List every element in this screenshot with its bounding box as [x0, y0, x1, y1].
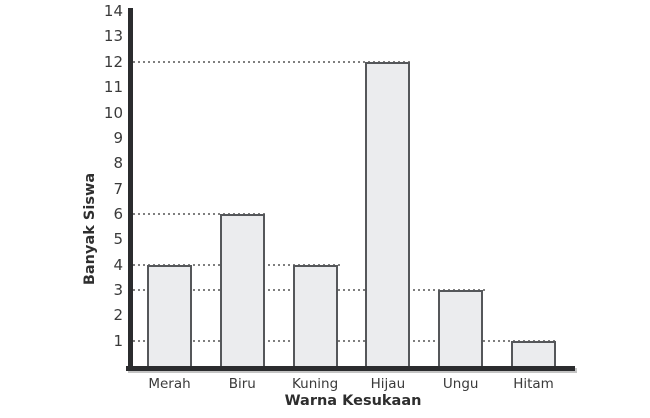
y-tick-label: 10 — [103, 103, 123, 122]
y-tick-label: 8 — [113, 154, 123, 173]
bar-hitam — [511, 340, 556, 366]
bar-merah — [147, 264, 192, 366]
x-category-label: Hijau — [370, 376, 406, 392]
x-category-label: Biru — [228, 376, 256, 392]
y-tick-label: 9 — [113, 128, 123, 147]
bar-kuning — [292, 264, 338, 366]
y-axis-line — [128, 8, 133, 371]
gridline — [133, 339, 558, 342]
y-tick-label: 3 — [113, 280, 123, 299]
x-axis-line — [126, 366, 575, 371]
x-category-label: Hitam — [513, 376, 554, 392]
y-tick-label: 4 — [113, 255, 123, 274]
gridline — [133, 212, 267, 215]
y-tick-label: 2 — [113, 306, 123, 325]
y-tick-label: 12 — [103, 52, 123, 71]
y-tick-label: 14 — [103, 2, 123, 21]
y-tick-label: 6 — [113, 204, 123, 223]
y-tick-label: 5 — [113, 230, 123, 249]
x-axis-title: Warna Kesukaan — [284, 393, 422, 409]
gridline — [133, 60, 413, 63]
y-tick-label: 7 — [113, 179, 123, 198]
x-category-label: Merah — [148, 376, 191, 392]
y-tick-label: 1 — [113, 331, 123, 350]
x-category-label: Ungu — [442, 376, 479, 392]
y-tick-label: 13 — [103, 27, 123, 46]
bar-ungu — [438, 289, 484, 366]
y-tick-label: 11 — [103, 78, 123, 97]
x-category-label: Kuning — [292, 376, 339, 392]
bar-biru — [219, 213, 265, 366]
bar-hijau — [365, 61, 411, 366]
